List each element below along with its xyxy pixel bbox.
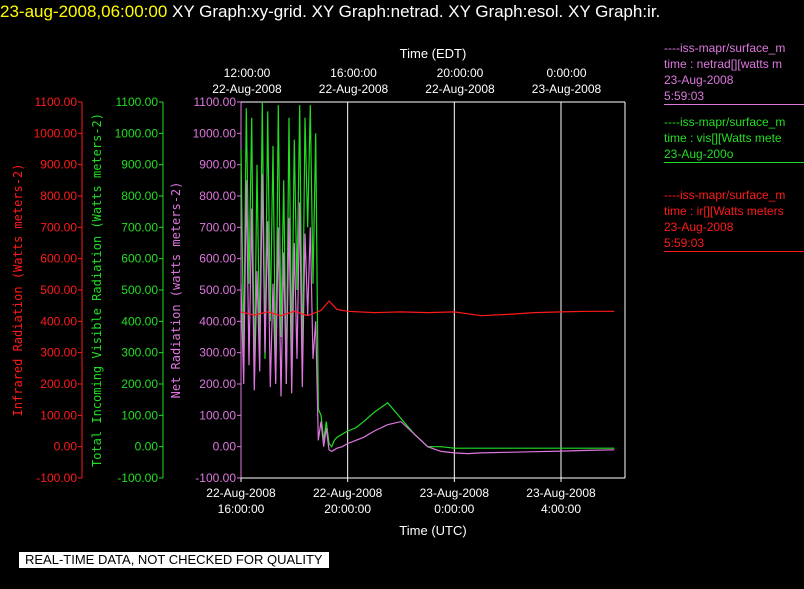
y-tick-label-net: 100.00 [199, 408, 236, 422]
bottom-tick-label-time: 16:00:00 [218, 502, 265, 516]
bottom-tick-label-time: 20:00:00 [324, 502, 371, 516]
y-tick-label-ir: 500.00 [40, 283, 77, 297]
graph-list: XY Graph:xy-grid. XY Graph:netrad. XY Gr… [172, 2, 661, 21]
top-tick-label-date: 22-Aug-2008 [425, 82, 495, 96]
timestamp: 23-aug-2008,06:00:00 [0, 2, 168, 21]
y-tick-label-ir: 1000.00 [34, 126, 78, 140]
top-tick-label-date: 22-Aug-2008 [319, 82, 389, 96]
y-tick-label-net: 800.00 [199, 189, 236, 203]
legend-separator [664, 104, 804, 105]
legend-separator [664, 162, 804, 163]
y-tick-label-vis: 200.00 [121, 377, 158, 391]
bottom-tick-label-date: 23-Aug-2008 [526, 486, 596, 500]
y-tick-label-net: 200.00 [199, 377, 236, 391]
legend-net: ----iss-mapr/surface_m time : netrad[][w… [664, 40, 804, 105]
y-tick-label-ir: 600.00 [40, 252, 77, 266]
y-tick-label-ir: 1100.00 [35, 95, 78, 109]
bottom-tick-label-date: 22-Aug-2008 [206, 486, 276, 500]
y-tick-label-net: 400.00 [199, 314, 236, 328]
series-line-net [240, 174, 615, 455]
y-tick-label-vis: 800.00 [121, 189, 158, 203]
top-tick-label-time: 0:00:00 [546, 66, 586, 80]
legend-vis-line2: time : vis[][Watts mete [664, 131, 782, 145]
legend-net-line1: ----iss-mapr/surface_m [664, 41, 786, 55]
y-tick-label-ir: 800.00 [40, 189, 77, 203]
y-tick-label-vis: -100.00 [117, 471, 158, 485]
legend-separator [664, 251, 804, 252]
y-axis-label-ir: Infrared Radiation (Watts meters-2) [11, 164, 25, 417]
bottom-tick-label-date: 22-Aug-2008 [313, 486, 383, 500]
bottom-tick-label-time: 0:00:00 [434, 502, 474, 516]
y-tick-label-vis: 0.00 [135, 440, 159, 454]
quality-warning: REAL-TIME DATA, NOT CHECKED FOR QUALITY [19, 552, 329, 568]
y-tick-label-ir: 900.00 [40, 158, 77, 172]
bottom-axis-label: Time (UTC) [399, 523, 466, 538]
legend-net-line4: 5:59:03 [664, 89, 705, 103]
y-tick-label-vis: 300.00 [121, 346, 158, 360]
legend-ir-line3: 23-Aug-2008 [664, 220, 734, 234]
y-tick-label-ir: 700.00 [40, 220, 77, 234]
legend-ir-line1: ----iss-mapr/surface_m [664, 188, 786, 202]
top-tick-label-time: 20:00:00 [437, 66, 484, 80]
y-tick-label-ir: 0.00 [54, 440, 78, 454]
legend-ir: ----iss-mapr/surface_m time : ir[][Watts… [664, 187, 804, 252]
y-tick-label-net: 900.00 [199, 158, 236, 172]
top-tick-label-date: 22-Aug-2008 [212, 82, 282, 96]
series-line-ir [240, 300, 615, 317]
y-axis-label-net: Net Radiation (watts meters-2) [169, 182, 183, 399]
y-tick-label-net: 0.00 [213, 440, 237, 454]
y-tick-label-vis: 100.00 [121, 408, 158, 422]
y-tick-label-vis: 500.00 [121, 283, 158, 297]
y-tick-label-ir: 100.00 [40, 408, 77, 422]
legend-vis-line1: ----iss-mapr/surface_m [664, 115, 786, 129]
top-tick-label-date: 23-Aug-2008 [532, 82, 602, 96]
top-axis-label: Time (EDT) [400, 46, 467, 61]
graph-title-bar: 23-aug-2008,06:00:00 XY Graph:xy-grid. X… [0, 2, 660, 22]
y-tick-label-ir: -100.00 [36, 471, 77, 485]
y-tick-label-ir: 200.00 [40, 377, 77, 391]
y-tick-label-net: 300.00 [199, 346, 236, 360]
y-tick-label-vis: 600.00 [121, 252, 158, 266]
y-tick-label-net: 1000.00 [193, 126, 237, 140]
bottom-tick-label-time: 4:00:00 [541, 502, 581, 516]
top-tick-label-time: 12:00:00 [224, 66, 271, 80]
y-axis-label-vis: Total Incoming Visible Radiation (Watts … [90, 113, 104, 467]
legend-vis: ----iss-mapr/surface_m time : vis[][Watt… [664, 114, 804, 163]
legend-ir-line4: 5:59:03 [664, 236, 705, 250]
y-tick-label-net: 500.00 [199, 283, 236, 297]
y-tick-label-net: 1100.00 [194, 95, 237, 109]
legend-net-line2: time : netrad[][watts m [664, 57, 783, 71]
y-tick-label-net: 600.00 [199, 252, 236, 266]
series-line-vis [240, 101, 615, 449]
y-tick-label-vis: 900.00 [121, 158, 158, 172]
legend-ir-line2: time : ir[][Watts meters [664, 204, 784, 218]
bottom-tick-label-date: 23-Aug-2008 [420, 486, 490, 500]
legend-net-line3: 23-Aug-2008 [664, 73, 734, 87]
top-tick-label-time: 16:00:00 [330, 66, 377, 80]
legend-vis-line3: 23-Aug-200o [664, 147, 734, 161]
y-tick-label-vis: 700.00 [121, 220, 158, 234]
y-tick-label-vis: 1000.00 [115, 126, 159, 140]
y-tick-label-vis: 1100.00 [116, 95, 159, 109]
y-tick-label-net: -100.00 [195, 471, 236, 485]
y-tick-label-ir: 300.00 [40, 346, 77, 360]
y-tick-label-vis: 400.00 [121, 314, 158, 328]
y-tick-label-net: 700.00 [199, 220, 236, 234]
y-tick-label-ir: 400.00 [40, 314, 77, 328]
